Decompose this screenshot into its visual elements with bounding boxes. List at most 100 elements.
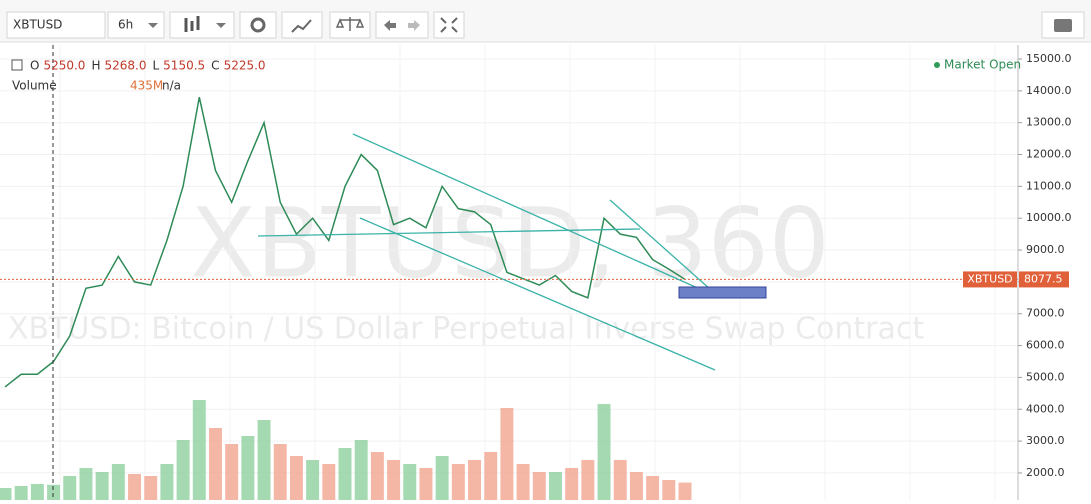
chart: XBTUSD, 360 XBTUSD: Bitcoin / US Dollar P… (0, 45, 1072, 500)
market-status: Market Open (944, 58, 1021, 72)
last-price-symbol: XBTUSD (967, 272, 1012, 285)
volume-bar (370, 452, 384, 500)
volume-bar (565, 468, 579, 500)
volume-bar (549, 472, 562, 500)
volume-bar (192, 400, 206, 500)
trend-line (609, 199, 721, 299)
volume-bar (289, 456, 303, 500)
volume-bar (241, 436, 255, 500)
volume-bar (354, 440, 368, 500)
trend-line (257, 228, 641, 237)
y-tick-label: 4000.0 (1026, 402, 1065, 415)
interval: 6h (118, 18, 133, 32)
fullscreen-icon (440, 17, 458, 33)
y-tick-label: 11000.0 (1026, 179, 1072, 192)
volume-bar (484, 452, 498, 500)
volume-bar (629, 472, 643, 500)
volume-bar (532, 472, 546, 500)
y-tick-label: 3000.0 (1026, 434, 1065, 447)
undo-redo[interactable] (375, 11, 429, 39)
last-price-value: 8077.5 (1024, 272, 1063, 285)
ohlc-key: C (211, 59, 219, 73)
volume-bar (419, 468, 433, 500)
indicators-button[interactable] (281, 11, 323, 39)
volume-bar (451, 464, 465, 500)
y-tick-label: 12000.0 (1026, 148, 1072, 161)
undo-icon (384, 20, 396, 31)
y-tick-label: 9000.0 (1026, 243, 1065, 256)
volume-bar (322, 464, 336, 500)
y-tick-label: 2000.0 (1026, 466, 1065, 479)
volume-bar (581, 460, 595, 500)
volume-bar (468, 460, 481, 500)
dropdown-arrow (148, 23, 158, 28)
legend: O 5250.0 H 5268.0 L 5150.5 C 5225.0 Volume 435M… (11, 58, 1021, 93)
volume-bar (516, 464, 530, 500)
volume-bar (338, 448, 352, 500)
volume-bar (176, 440, 190, 500)
collapse-icon (11, 59, 23, 71)
volume-bar (160, 464, 174, 500)
volume-bar (0, 488, 12, 500)
volume-bar (257, 420, 271, 500)
volume-bar (144, 476, 158, 500)
drawings (257, 133, 767, 371)
volume-bar (225, 444, 239, 500)
last-price-tag (963, 271, 1017, 288)
y-tick-label: 10000.0 (1026, 211, 1072, 224)
volume-bar (273, 444, 287, 500)
volume-bar (79, 468, 93, 500)
redo-icon (408, 20, 420, 31)
volume-bar (128, 474, 141, 500)
ohlc-key: L (152, 59, 159, 73)
volume-bar (435, 456, 449, 500)
volume-bar (678, 482, 692, 500)
dropdown-arrow (216, 23, 226, 28)
indicators-icon (291, 19, 312, 33)
chart-style-button[interactable] (169, 11, 235, 39)
status-dot (934, 62, 940, 68)
fullscreen-button[interactable] (433, 11, 465, 39)
ohlc-key: H (91, 59, 100, 73)
watermark-ticker: XBTUSD, 360 (190, 187, 830, 299)
volume-bar (306, 460, 320, 500)
settings-button[interactable] (239, 11, 277, 39)
toolbar: XBTUSD 6h (0, 0, 1091, 43)
y-tick-label: 5000.0 (1026, 370, 1065, 383)
volume-bar (30, 484, 44, 500)
trend-line (352, 133, 721, 299)
symbol: XBTUSD (13, 18, 62, 32)
last-price-box (1019, 271, 1069, 288)
volume-bar (14, 486, 28, 500)
volume-extra: n/a (162, 79, 181, 93)
volume-bar (111, 464, 125, 500)
volume-bar (47, 484, 61, 500)
volume-bar (403, 464, 417, 500)
ohlc-key: O (30, 59, 39, 73)
volume-bar (662, 480, 676, 500)
ohlc-value: 5268.0 (104, 59, 146, 73)
target-box (678, 286, 767, 299)
y-tick-label: 14000.0 (1026, 84, 1072, 97)
y-tick-label: 7000.0 (1026, 307, 1065, 320)
ohlc-value: 5225.0 (224, 59, 266, 73)
trend-line (359, 217, 716, 371)
camera-icon (1054, 19, 1072, 32)
price-line (4, 97, 686, 388)
candle-icon (184, 16, 200, 32)
volume-value: 435M (130, 79, 163, 93)
compare-icon (335, 17, 365, 31)
watermark-description: XBTUSD: Bitcoin / US Dollar Perpetual In… (8, 312, 924, 347)
volume-bar (646, 476, 660, 500)
ohlc-value: 5250.0 (43, 59, 85, 73)
ohlc-value: 5150.5 (163, 59, 205, 73)
y-tick-label: 6000.0 (1026, 339, 1065, 352)
volume-bar (209, 428, 222, 500)
volume-bar (387, 460, 401, 500)
gear-icon (250, 17, 266, 33)
symbol-input[interactable] (6, 11, 106, 39)
y-tick-label: 15000.0 (1026, 52, 1072, 65)
volume-bar (613, 460, 627, 500)
volume-bar (63, 476, 77, 500)
